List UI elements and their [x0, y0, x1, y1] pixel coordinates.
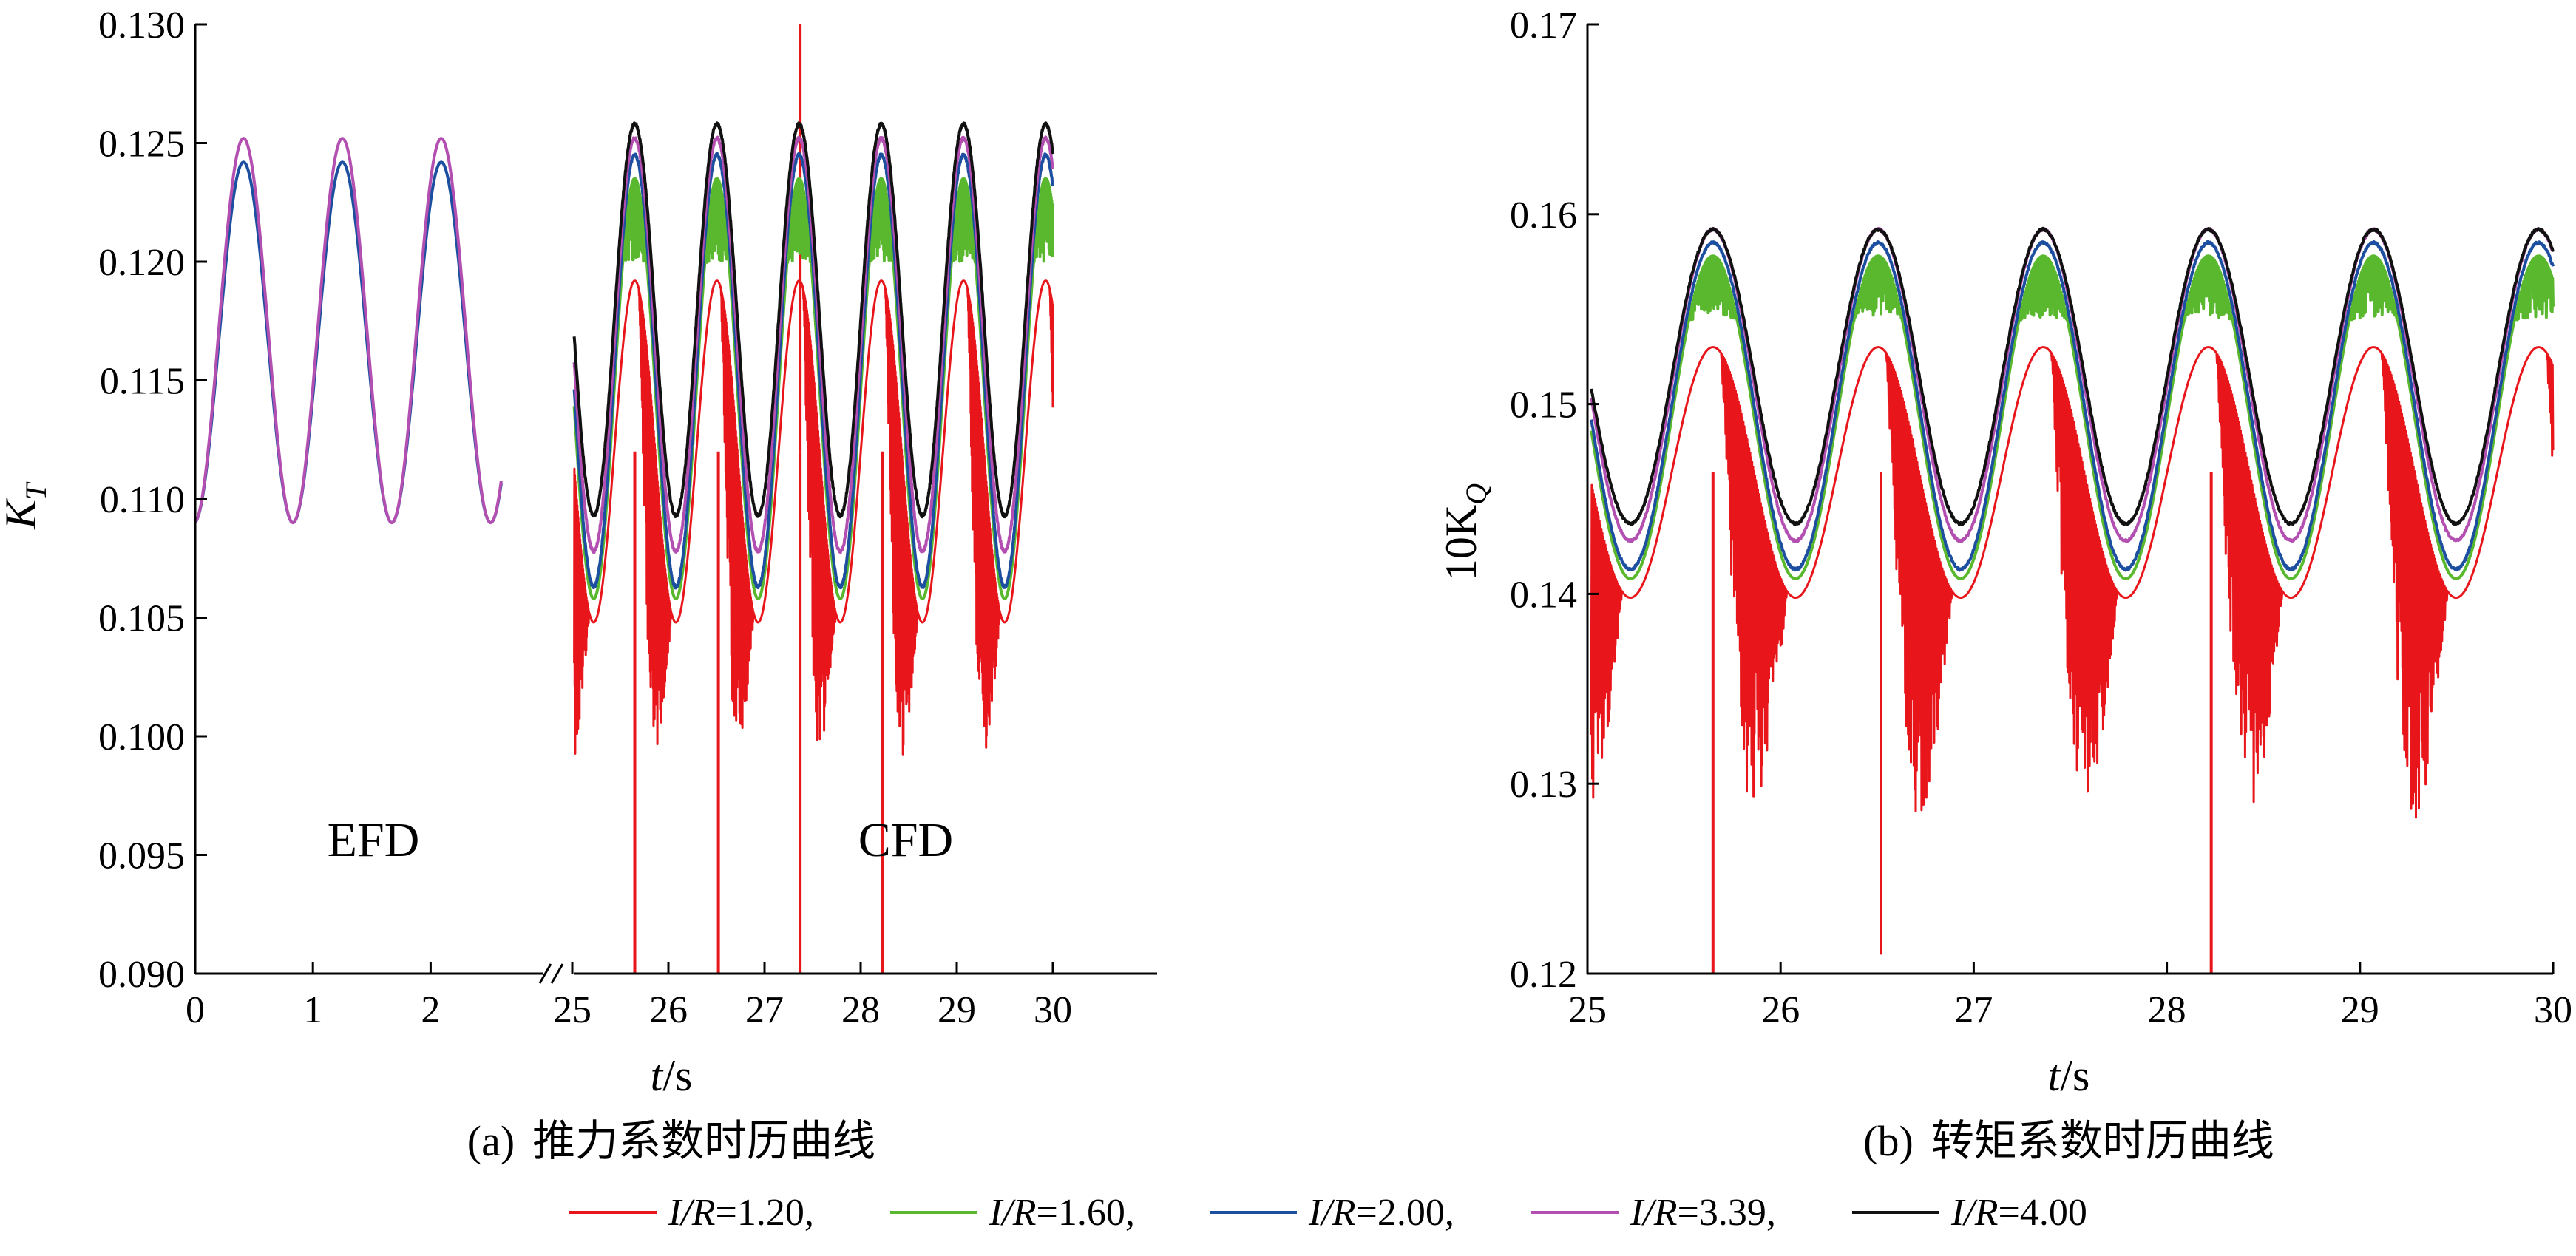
panel-a-ticks: 0.130 0.125 0.120 0.115 0.110 0.105 0.100 0.095… [98, 4, 1072, 1031]
efd-annotation: EFD [328, 813, 420, 867]
legend: I/R=1.20, I/R=1.60, I/R=2.00, I/R=3.39, I/R=… [569, 1192, 2087, 1234]
y-tick-label: 0.105 [98, 598, 185, 640]
y-tick-label: 0.12 [1510, 954, 1577, 996]
panel-a-x-axis-label: t/s [651, 1051, 693, 1100]
y-tick-label: 0.13 [1510, 764, 1577, 806]
cfd-series-ir-1-20 [573, 279, 1054, 756]
y-tick-label: 0.100 [98, 716, 185, 758]
panel-a-caption: (a) 推力系数时历曲线 [467, 1117, 875, 1165]
torque-series-ir-2-00 [1590, 240, 2555, 572]
y-tick-label: 0.110 [100, 479, 185, 521]
torque-series-ir-4-00 [1590, 226, 2555, 526]
x-tick-label: 30 [1034, 989, 1072, 1031]
y-tick-label: 0.16 [1510, 194, 1577, 237]
panel-a-series [194, 24, 1054, 974]
y-tick-label: 0.17 [1510, 4, 1577, 47]
legend-item: I/R=1.20, [569, 1192, 814, 1234]
panel-b-series [1590, 226, 2555, 974]
y-tick-label: 0.130 [98, 4, 185, 47]
y-tick-label: 0.115 [100, 361, 185, 403]
x-tick-label: 2 [421, 989, 440, 1031]
x-tick-label: 29 [2341, 989, 2379, 1031]
y-tick-label: 0.15 [1510, 384, 1577, 427]
y-tick-label: 0.095 [98, 835, 185, 877]
efd-series-ir-3-39 [194, 137, 503, 525]
legend-item: I/R=3.39, [1531, 1192, 1776, 1234]
legend-label: I/R=2.00, [1308, 1192, 1454, 1234]
torque-series-ir-1-20 [1590, 346, 2555, 819]
x-tick-label: 30 [2534, 989, 2572, 1031]
x-tick-label: 26 [1761, 989, 1800, 1031]
legend-label: I/R=1.20, [668, 1192, 814, 1234]
legend-item: I/R=4.00 [1852, 1192, 2087, 1234]
x-tick-label: 29 [938, 989, 976, 1031]
x-tick-label: 28 [841, 989, 880, 1031]
axis-break-mark [538, 963, 564, 984]
legend-label: I/R=4.00 [1950, 1192, 2087, 1234]
torque-series-ir-1-60 [1590, 254, 2555, 580]
legend-label: I/R=1.60, [989, 1192, 1135, 1234]
x-tick-label: 26 [649, 989, 688, 1031]
x-tick-label: 25 [1568, 989, 1607, 1031]
y-tick-label: 0.120 [98, 242, 185, 284]
y-tick-label: 0.125 [98, 123, 185, 166]
panel-b-caption: (b) 转矩系数时历曲线 [1863, 1117, 2274, 1165]
panel-a-y-axis-label: KT [0, 481, 52, 530]
y-tick-label: 0.14 [1510, 574, 1577, 616]
efd-series-ir-2-00 [194, 160, 503, 525]
x-tick-label: 1 [303, 989, 322, 1031]
x-tick-label: 28 [2148, 989, 2186, 1031]
panel-b-axes [1586, 24, 2553, 975]
legend-item: I/R=1.60, [890, 1192, 1135, 1234]
cfd-series-ir-2-00 [572, 152, 1054, 590]
legend-label: I/R=3.39, [1630, 1192, 1776, 1234]
panel-a-thrust-chart: 0.130 0.125 0.120 0.115 0.110 0.105 0.100 0.095… [0, 4, 1157, 1165]
x-tick-label: 27 [1954, 989, 1993, 1031]
panel-b-y-axis-label: 10KQ [1437, 483, 1493, 581]
cfd-series-ir-4-00 [572, 121, 1054, 519]
legend-item: I/R=2.00, [1210, 1192, 1454, 1234]
x-tick-label: 0 [186, 989, 205, 1031]
panel-b-x-axis-label: t/s [2048, 1051, 2090, 1100]
y-tick-label: 0.090 [98, 954, 185, 996]
x-tick-label: 27 [745, 989, 784, 1031]
x-tick-label: 25 [553, 989, 592, 1031]
cfd-annotation: CFD [858, 813, 953, 867]
